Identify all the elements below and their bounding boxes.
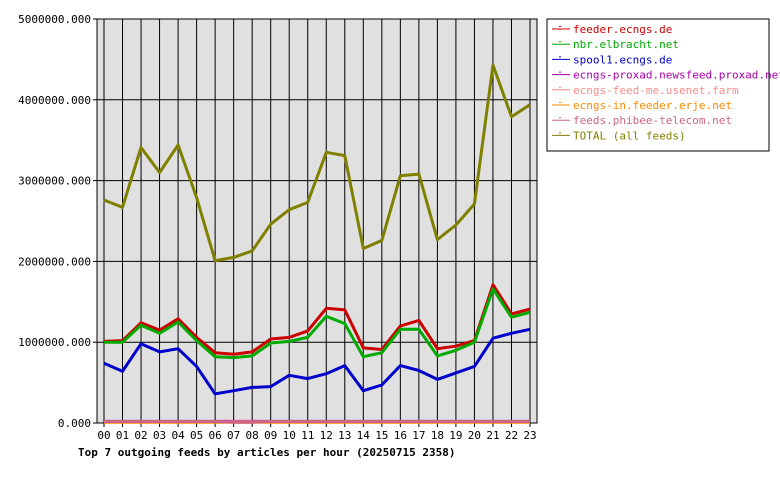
x-tick-label: 07 [227, 429, 240, 442]
legend-label: TOTAL (all feeds) [573, 129, 686, 142]
series-line-2 [103, 327, 531, 396]
x-tick-label: 20 [468, 429, 481, 442]
x-tick-label: 05 [190, 429, 203, 442]
x-tick-label: 16 [394, 429, 407, 442]
legend-marker [559, 26, 561, 27]
series-line-1 [104, 287, 531, 360]
y-tick-label: 4000000.000 [18, 94, 91, 107]
x-tick-label: 11 [301, 429, 314, 442]
x-tick-label: 06 [209, 429, 222, 442]
x-tick-label: 21 [486, 429, 499, 442]
legend-label: nbr.elbracht.net [573, 38, 679, 51]
y-tick-label: 3000000.000 [18, 175, 91, 188]
legend-marker [559, 117, 561, 119]
x-tick-label: 02 [134, 429, 147, 442]
legend-label: ecngs-in.feeder.erje.net [573, 99, 732, 112]
x-tick-label: 10 [283, 429, 296, 442]
series-line-0 [103, 283, 531, 356]
x-axis-ticks: 00 01 02 03 04 05 06 07 08 09 10 11 12 13 14 15 16 17 18 19… [97, 423, 537, 442]
x-tick-label: 18 [431, 429, 444, 442]
legend-label: feeder.ecngs.de [573, 23, 672, 36]
y-tick-label: 5000000.000 [18, 13, 91, 26]
legend-marker [559, 41, 561, 43]
y-tick-label: 1000000.000 [18, 336, 91, 349]
legend-marker [559, 71, 561, 73]
x-tick-label: 13 [338, 429, 351, 442]
x-tick-label: 15 [375, 429, 388, 442]
x-tick-label: 17 [412, 429, 425, 442]
legend-label: feeds.phibee-telecom.net [573, 114, 732, 127]
legend-marker [559, 102, 561, 103]
legend-box [546, 18, 770, 152]
legend-label: ecngs-feed-me.usenet.farm [573, 84, 739, 97]
legend-label: ecngs-proxad.newsfeed.proxad.net [573, 69, 780, 82]
x-tick-label: 23 [523, 429, 536, 442]
legend-marker [559, 56, 561, 58]
x-tick-label: 19 [449, 429, 462, 442]
legend-marker [559, 86, 561, 88]
x-tick-label: 22 [505, 429, 518, 442]
series-lines [103, 63, 531, 424]
series-line-7 [103, 63, 531, 263]
legend: feeder.ecngs.de nbr.elbracht.net spool1.ec… [546, 18, 780, 152]
x-tick-label: 09 [264, 429, 277, 442]
y-tick-label: 0.000 [58, 417, 91, 430]
plot-background [96, 18, 538, 424]
x-tick-label: 03 [153, 429, 166, 442]
series-line-6 [104, 420, 530, 424]
x-tick-label: 01 [116, 429, 129, 442]
x-tick-label: 12 [320, 429, 333, 442]
legend-label: spool1.ecngs.de [573, 53, 672, 66]
y-tick-label: 2000000.000 [18, 255, 91, 268]
chart-title: Top 7 outgoing feeds by articles per hou… [78, 446, 456, 459]
x-tick-label: 04 [171, 429, 185, 442]
x-tick-label: 00 [97, 429, 110, 442]
x-tick-label: 14 [357, 429, 371, 442]
legend-marker [559, 132, 561, 134]
y-axis-ticks: 0.000 1000000.000 2000000.000 3000000.000 40… [18, 13, 97, 430]
x-tick-label: 08 [246, 429, 259, 442]
